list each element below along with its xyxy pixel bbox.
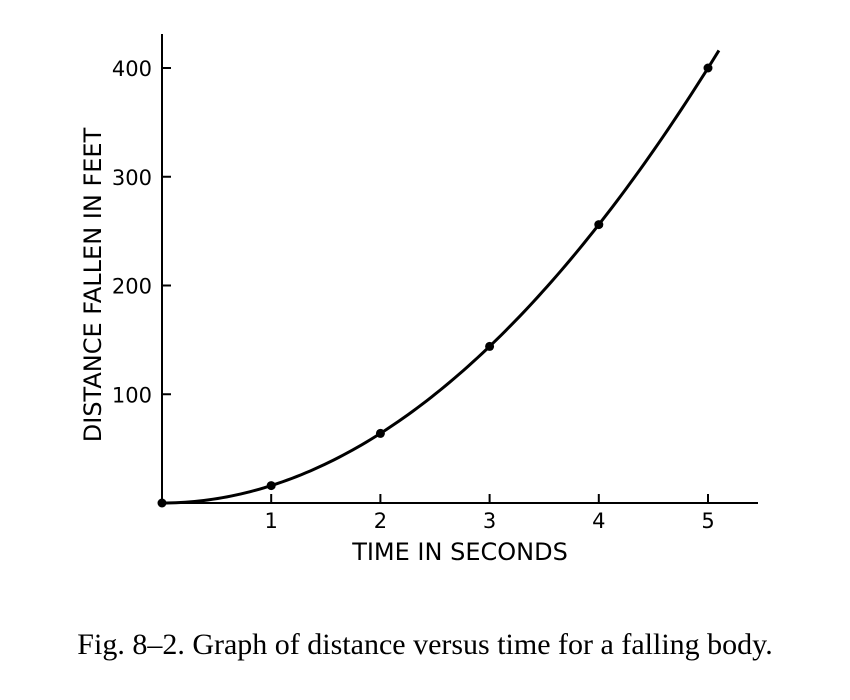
x-tick-label: 3 [483, 509, 496, 533]
falling-body-chart: 1 2 3 4 5 100 200 300 400 TIME IN SECONDS DISTAN… [79, 34, 758, 566]
figure-caption: Fig. 8–2. Graph of distance versus time … [77, 628, 773, 661]
data-point [375, 428, 385, 438]
y-tick-label: 400 [112, 57, 152, 81]
x-axis-title: TIME IN SECONDS [351, 538, 568, 566]
data-point [157, 498, 167, 508]
series-curve [161, 49, 721, 505]
y-axis-title: DISTANCE FALLEN IN FEET [79, 127, 107, 442]
data-point [485, 341, 495, 351]
x-tick-label: 2 [374, 509, 387, 533]
ticks: 1 2 3 4 5 100 200 300 400 [112, 57, 715, 533]
x-tick-label: 5 [701, 509, 714, 533]
y-tick-label: 300 [112, 166, 152, 190]
data-point [703, 63, 713, 73]
data-point [594, 220, 604, 230]
x-tick-label: 1 [265, 509, 278, 533]
y-tick-label: 100 [112, 383, 152, 407]
data-points [157, 63, 713, 508]
y-tick-label: 200 [112, 275, 152, 299]
axes [161, 34, 758, 504]
x-tick-label: 4 [592, 509, 605, 533]
data-point [266, 481, 276, 491]
